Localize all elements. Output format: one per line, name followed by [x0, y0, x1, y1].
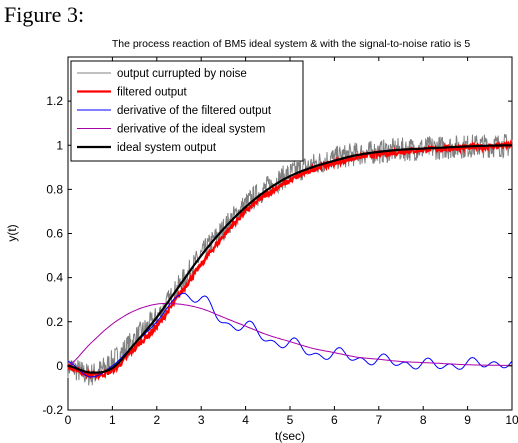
chart-title: The process reaction of BM5 ideal system… [112, 38, 470, 50]
x-tick-label: 10 [505, 413, 518, 427]
y-axis-label: y(t) [5, 224, 19, 241]
x-axis-label: t(sec) [275, 429, 305, 443]
ticks-layer: 0 1 2 3 4 5 6 7 8 9 10-0.200.20.40.60.811.2 [42, 57, 518, 427]
series-line-4 [67, 302, 512, 367]
x-tick-label: 5 [287, 413, 294, 427]
legend-box [70, 60, 304, 162]
x-tick-label: 3 [198, 413, 205, 427]
legend-entry: derivative of the filtered output [117, 105, 272, 117]
x-tick-label: 1 [109, 413, 116, 427]
y-tick-label: 0 [56, 359, 63, 373]
legend-entry: filtered output [117, 87, 187, 99]
x-tick-label: 7 [375, 413, 382, 427]
y-tick-label: 0.8 [46, 182, 63, 196]
figure-label: Figure 3: [4, 2, 85, 27]
y-tick-label: -0.2 [42, 403, 63, 417]
legend: output currupted by noise filtered output… [70, 60, 304, 162]
legend-entry: ideal system output [117, 142, 217, 154]
x-tick-label: 8 [420, 413, 427, 427]
y-tick-label: 1.2 [46, 94, 63, 108]
series-line-2 [66, 138, 513, 381]
y-tick-label: 0.6 [46, 227, 63, 241]
y-tick-label: 0.2 [46, 315, 63, 329]
x-tick-label: 0 [65, 413, 72, 427]
x-tick-label: 4 [242, 413, 249, 427]
x-tick-label: 9 [464, 413, 471, 427]
y-tick-label: 1 [56, 138, 63, 152]
series-line-5 [67, 144, 512, 374]
series-layer [66, 133, 513, 386]
x-tick-label: 6 [331, 413, 338, 427]
y-tick-label: 0.4 [46, 271, 63, 285]
legend-entry: derivative of the ideal system [117, 124, 265, 136]
legend-entry: output currupted by noise [117, 68, 247, 80]
x-tick-label: 2 [153, 413, 160, 427]
